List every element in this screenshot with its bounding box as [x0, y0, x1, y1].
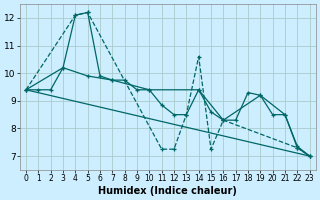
X-axis label: Humidex (Indice chaleur): Humidex (Indice chaleur): [98, 186, 237, 196]
